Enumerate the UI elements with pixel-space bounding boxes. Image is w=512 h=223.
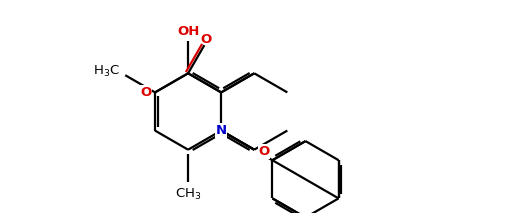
Text: CH$_3$: CH$_3$ [175,187,201,202]
Text: N: N [216,124,227,137]
Text: O: O [200,33,211,46]
Text: O: O [140,86,152,99]
Text: O: O [259,145,270,158]
Text: H$_3$C: H$_3$C [93,64,120,79]
Text: OH: OH [177,25,199,38]
